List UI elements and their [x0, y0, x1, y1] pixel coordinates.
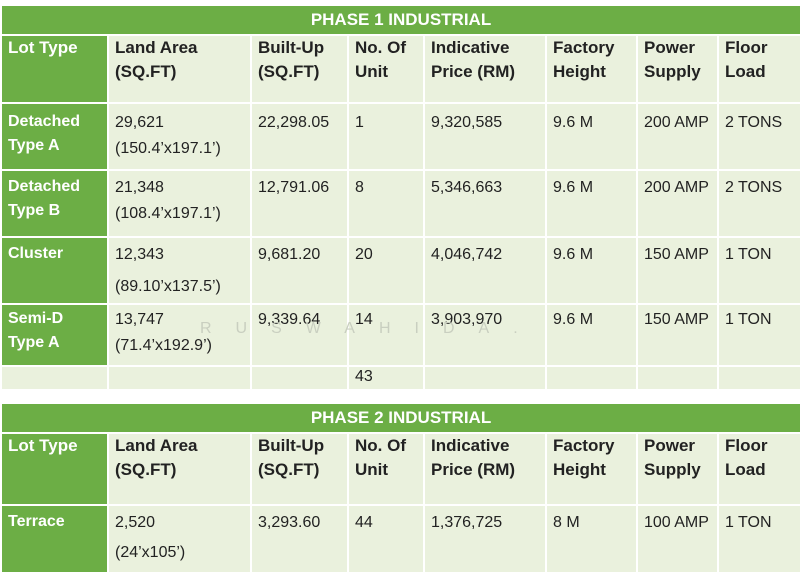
header-price: Indicative Price (RM): [423, 432, 547, 506]
land-area-cell: 2,520 (24’x105’): [107, 504, 252, 574]
header-price: Indicative Price (RM): [423, 34, 547, 104]
power-cell: 200 AMP: [636, 102, 719, 171]
empty-cell: [250, 365, 349, 391]
height-cell: 9.6 M: [545, 303, 638, 367]
empty-cell: [716, 365, 800, 391]
header-height: Factory Height: [545, 432, 638, 506]
land-area-cell: 21,348 (108.4’x197.1’): [107, 169, 252, 238]
floor-cell: 1 TON: [716, 303, 800, 367]
phase1-title: PHASE 1 INDUSTRIAL: [0, 4, 800, 36]
price-cell: 3,903,970: [423, 303, 547, 367]
height-cell: 9.6 M: [545, 102, 638, 171]
built-up-cell: 9,339.64: [250, 303, 349, 367]
lot-type-cell: Semi-D Type A: [0, 303, 109, 367]
header-built-up: Built-Up (SQ.FT): [250, 34, 349, 104]
header-floor: Floor Load: [716, 34, 800, 104]
phase1-table: PHASE 1 INDUSTRIAL Lot Type Land Area (SQ…: [0, 4, 800, 391]
header-floor: Floor Load: [716, 432, 800, 506]
header-land-area: Land Area (SQ.FT): [107, 432, 252, 506]
empty-cell: [107, 365, 252, 391]
empty-cell: [636, 365, 719, 391]
land-area-cell: 13,747 (71.4’x192.9’): [107, 303, 252, 367]
empty-cell: [545, 365, 638, 391]
power-cell: 100 AMP: [636, 504, 719, 574]
header-power: Power Supply: [636, 34, 719, 104]
floor-cell: 1 TON: [716, 236, 800, 305]
height-cell: 9.6 M: [545, 236, 638, 305]
power-cell: 150 AMP: [636, 303, 719, 367]
table-row: Terrace 2,520 (24’x105’) 3,293.60 44 1,37…: [0, 504, 800, 574]
table-row: Cluster 12,343 (89.10’x137.5’) 9,681.20 2…: [0, 236, 800, 305]
phase2-table: PHASE 2 INDUSTRIAL Lot Type Land Area (SQ…: [0, 402, 800, 574]
header-land-area: Land Area (SQ.FT): [107, 34, 252, 104]
total-units-cell: 43: [347, 365, 425, 391]
header-power: Power Supply: [636, 432, 719, 506]
units-cell: 14: [347, 303, 425, 367]
units-cell: 8: [347, 169, 425, 238]
units-cell: 44: [347, 504, 425, 574]
units-cell: 20: [347, 236, 425, 305]
phase2-title: PHASE 2 INDUSTRIAL: [0, 402, 800, 434]
power-cell: 150 AMP: [636, 236, 719, 305]
built-up-cell: 9,681.20: [250, 236, 349, 305]
units-cell: 1: [347, 102, 425, 171]
height-cell: 8 M: [545, 504, 638, 574]
built-up-cell: 22,298.05: [250, 102, 349, 171]
lot-type-cell: Cluster: [0, 236, 109, 305]
built-up-cell: 3,293.60: [250, 504, 349, 574]
header-units: No. Of Unit: [347, 432, 425, 506]
price-cell: 5,346,663: [423, 169, 547, 238]
floor-cell: 2 TONS: [716, 102, 800, 171]
table-row: Semi-D Type A 13,747 (71.4’x192.9’) 9,339.…: [0, 303, 800, 367]
total-row: 43: [0, 365, 800, 391]
built-up-cell: 12,791.06: [250, 169, 349, 238]
power-cell: 200 AMP: [636, 169, 719, 238]
header-built-up: Built-Up (SQ.FT): [250, 432, 349, 506]
empty-cell: [423, 365, 547, 391]
header-units: No. Of Unit: [347, 34, 425, 104]
empty-cell: [0, 365, 109, 391]
lot-type-cell: Detached Type A: [0, 102, 109, 171]
lot-type-cell: Detached Type B: [0, 169, 109, 238]
land-area-cell: 29,621 (150.4’x197.1’): [107, 102, 252, 171]
header-lot-type: Lot Type: [0, 34, 109, 104]
floor-cell: 2 TONS: [716, 169, 800, 238]
header-height: Factory Height: [545, 34, 638, 104]
header-lot-type: Lot Type: [0, 432, 109, 506]
land-area-cell: 12,343 (89.10’x137.5’): [107, 236, 252, 305]
table-row: Detached Type A 29,621 (150.4’x197.1’) 22,…: [0, 102, 800, 171]
price-cell: 9,320,585: [423, 102, 547, 171]
lot-type-cell: Terrace: [0, 504, 109, 574]
table-row: Detached Type B 21,348 (108.4’x197.1’) 12,…: [0, 169, 800, 238]
price-cell: 1,376,725: [423, 504, 547, 574]
height-cell: 9.6 M: [545, 169, 638, 238]
price-cell: 4,046,742: [423, 236, 547, 305]
floor-cell: 1 TON: [716, 504, 800, 574]
